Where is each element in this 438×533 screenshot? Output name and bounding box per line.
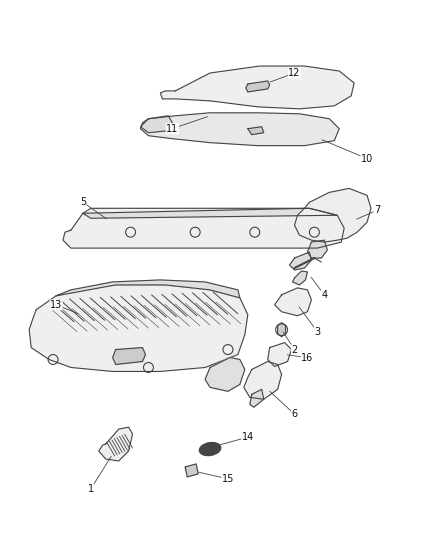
Polygon shape xyxy=(99,427,133,461)
Polygon shape xyxy=(29,285,248,372)
Text: 7: 7 xyxy=(374,205,380,215)
Text: 13: 13 xyxy=(50,300,62,310)
Text: 16: 16 xyxy=(301,352,314,362)
Ellipse shape xyxy=(199,442,221,456)
Polygon shape xyxy=(290,252,311,270)
Polygon shape xyxy=(275,288,311,316)
Polygon shape xyxy=(160,66,354,109)
Polygon shape xyxy=(83,208,337,218)
Polygon shape xyxy=(141,113,339,146)
Text: 12: 12 xyxy=(288,68,301,78)
Polygon shape xyxy=(293,271,307,285)
Polygon shape xyxy=(141,116,172,133)
Text: 15: 15 xyxy=(222,474,234,484)
Text: 6: 6 xyxy=(291,409,297,419)
Polygon shape xyxy=(113,348,145,365)
Text: 5: 5 xyxy=(80,197,86,207)
Polygon shape xyxy=(307,240,327,258)
Text: 4: 4 xyxy=(321,290,327,300)
Text: 2: 2 xyxy=(291,344,298,354)
Polygon shape xyxy=(185,464,198,477)
Polygon shape xyxy=(250,389,264,407)
Text: 14: 14 xyxy=(242,432,254,442)
Polygon shape xyxy=(294,188,371,242)
Polygon shape xyxy=(205,358,245,391)
Text: 10: 10 xyxy=(361,154,373,164)
Text: 3: 3 xyxy=(314,327,321,337)
Polygon shape xyxy=(278,322,286,337)
Text: 11: 11 xyxy=(166,124,178,134)
Polygon shape xyxy=(63,208,344,248)
Polygon shape xyxy=(246,81,270,92)
Polygon shape xyxy=(56,280,240,298)
Polygon shape xyxy=(268,343,292,367)
Polygon shape xyxy=(248,127,264,135)
Polygon shape xyxy=(244,361,282,399)
Text: 1: 1 xyxy=(88,484,94,494)
